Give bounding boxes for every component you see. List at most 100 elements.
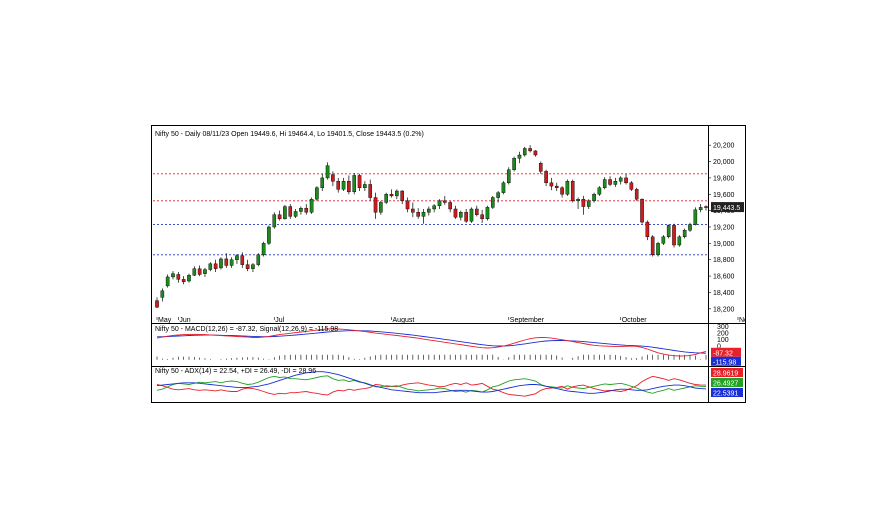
- candle-body: [293, 211, 298, 217]
- adx-panel: 28.9619 26.4927 22.5391: [156, 368, 743, 398]
- candle-body: [666, 225, 671, 238]
- candle-body: [586, 200, 591, 207]
- candle-body: [640, 198, 644, 223]
- candle-body: [506, 169, 511, 184]
- adx-value-tag: [711, 378, 743, 387]
- candle-body: [448, 202, 452, 210]
- x-tick-label: November: [739, 317, 746, 324]
- candle-body: [581, 198, 586, 207]
- candle-body: [224, 258, 229, 266]
- candle-body: [490, 197, 495, 208]
- chart-frame: 300 200 100 0 -87.32 -115.98 28.9619 26.4927 22…: [151, 125, 772, 403]
- signal-value-tag: [711, 356, 741, 366]
- candle-body: [549, 182, 554, 187]
- candle-body: [187, 275, 191, 282]
- candle-body: [405, 200, 410, 210]
- adx-value-tag: [711, 388, 743, 397]
- candle-body: [165, 276, 170, 287]
- candle-body: [320, 177, 325, 188]
- candle-body: [602, 179, 607, 188]
- candle-body: [459, 212, 463, 218]
- candle-body: [363, 184, 367, 188]
- x-tick-label: Jul: [275, 317, 284, 324]
- candle-body: [213, 263, 218, 269]
- candle-body: [235, 255, 239, 260]
- candle-body: [544, 171, 548, 184]
- candle-body: [261, 243, 266, 256]
- candle-body: [411, 208, 415, 213]
- candle-body: [554, 185, 559, 188]
- candle-body: [528, 148, 532, 152]
- candle-body: [538, 162, 543, 172]
- x-tick-label: September: [510, 317, 545, 324]
- candle-body: [341, 180, 346, 190]
- candle-body: [432, 205, 436, 210]
- candle-body: [496, 192, 500, 198]
- candle-body: [443, 200, 447, 203]
- y-tick-label: 18,600: [713, 274, 735, 281]
- candle-body: [389, 194, 394, 197]
- candle-body: [485, 207, 490, 220]
- signal-value-label: -115.98: [713, 359, 736, 366]
- macd-tick-label: 0: [717, 343, 721, 350]
- candle-body: [229, 259, 234, 266]
- candle-body: [661, 236, 666, 244]
- macd-tick-label: 200: [717, 330, 729, 337]
- candle-body: [576, 198, 580, 202]
- candle-body: [309, 198, 314, 213]
- candle-body: [395, 190, 399, 197]
- candle-body: [176, 274, 181, 280]
- candle-body: [688, 224, 692, 231]
- candle-body: [400, 190, 404, 202]
- candle-body: [469, 208, 474, 222]
- candle-body: [597, 187, 602, 195]
- adx-value-label: 28.9619: [713, 371, 738, 378]
- last-price-tag: [711, 202, 744, 213]
- candle-body: [208, 263, 213, 270]
- y-tick-label: 18,400: [713, 290, 735, 297]
- candle-body: [656, 243, 660, 256]
- candle-body: [672, 225, 676, 246]
- candle-body: [283, 206, 287, 220]
- candle-body: [181, 279, 186, 283]
- y-tick-label: 20,200: [713, 143, 735, 150]
- candle-body: [634, 189, 639, 200]
- macd-label: Nifty 50 - MACD(12,26) = -87.32, Signal(…: [155, 326, 338, 333]
- candle-body: [373, 197, 378, 213]
- candle-body: [352, 175, 357, 193]
- candle-body: [325, 165, 330, 179]
- x-tick-label: May: [158, 317, 172, 324]
- candle-body: [533, 150, 538, 156]
- candle-body: [272, 214, 277, 228]
- y-tick-label: 18,800: [713, 257, 735, 264]
- adx-value-tag: [711, 368, 743, 377]
- y-tick-label: 18,200: [713, 306, 735, 313]
- candle-body: [480, 214, 484, 220]
- candle-body: [197, 268, 202, 275]
- plus-di-line: [156, 375, 707, 394]
- candle-body: [299, 207, 303, 212]
- x-tick-label: October: [622, 317, 648, 324]
- candle-body: [160, 290, 165, 298]
- candle-body: [219, 258, 223, 269]
- candle-body: [517, 154, 522, 159]
- candle-body: [155, 300, 159, 308]
- candle-body: [336, 180, 341, 190]
- candle-body: [453, 208, 458, 218]
- candle-body: [618, 177, 623, 182]
- reference-lines: [153, 173, 708, 256]
- y-tick-label: 19,000: [713, 241, 735, 248]
- last-price-label: 19,443.5: [713, 205, 740, 212]
- candle-body: [624, 177, 628, 184]
- candle-body: [629, 182, 634, 190]
- candle-body: [357, 175, 362, 188]
- candle-body: [682, 230, 687, 238]
- candle-body: [315, 187, 319, 200]
- macd-signal-line: [156, 330, 707, 354]
- candle-body: [501, 182, 506, 193]
- candle-body: [304, 207, 309, 213]
- macd-value-tag: [711, 347, 741, 357]
- candle-body: [427, 208, 431, 213]
